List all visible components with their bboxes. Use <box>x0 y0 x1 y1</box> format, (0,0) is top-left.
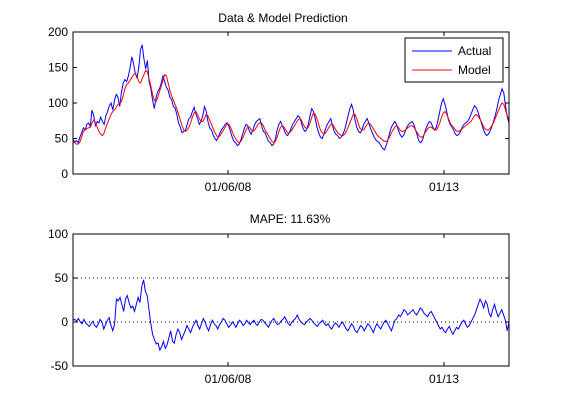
top-chart-title: Data & Model Prediction <box>218 11 347 25</box>
bottom-x-tick-label: 01/06/08 <box>205 372 252 386</box>
top-y-tick-label: 0 <box>61 167 68 181</box>
bottom-subplot: MAPE: 11.63% -50 0 50 100 01/06/08 01/13 <box>48 212 510 386</box>
legend: Actual Model <box>404 37 504 83</box>
top-subplot: Data & Model Prediction 0 50 100 150 200 01/… <box>48 11 510 194</box>
top-series-line-actual <box>72 44 510 151</box>
legend-label-model: Model <box>458 63 491 77</box>
top-y-tick-label: 200 <box>48 25 68 39</box>
bottom-y-tick-label: 100 <box>48 227 68 241</box>
legend-label-actual: Actual <box>458 44 491 58</box>
bottom-y-tick-label: -50 <box>51 359 69 373</box>
top-y-tick-label: 50 <box>55 132 69 146</box>
bottom-axes-frame <box>72 233 510 367</box>
bottom-series-line-error <box>72 279 510 352</box>
bottom-plot-area <box>73 234 509 366</box>
legend-box <box>404 37 504 83</box>
top-y-tick-label: 100 <box>48 96 68 110</box>
top-x-tick-label: 01/06/08 <box>205 180 252 194</box>
top-x-tick-label: 01/13 <box>429 180 459 194</box>
bottom-chart-title: MAPE: 11.63% <box>250 212 331 226</box>
top-series-line-model <box>72 69 510 145</box>
bottom-x-tick-label: 01/13 <box>429 372 459 386</box>
top-y-tick-label: 150 <box>48 61 68 75</box>
bottom-y-tick-label: 50 <box>55 271 69 285</box>
bottom-y-tick-label: 0 <box>61 315 68 329</box>
